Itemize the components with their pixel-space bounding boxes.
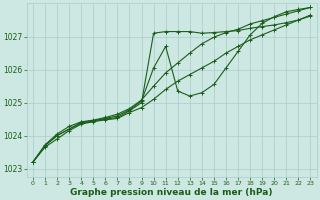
X-axis label: Graphe pression niveau de la mer (hPa): Graphe pression niveau de la mer (hPa)	[70, 188, 273, 197]
